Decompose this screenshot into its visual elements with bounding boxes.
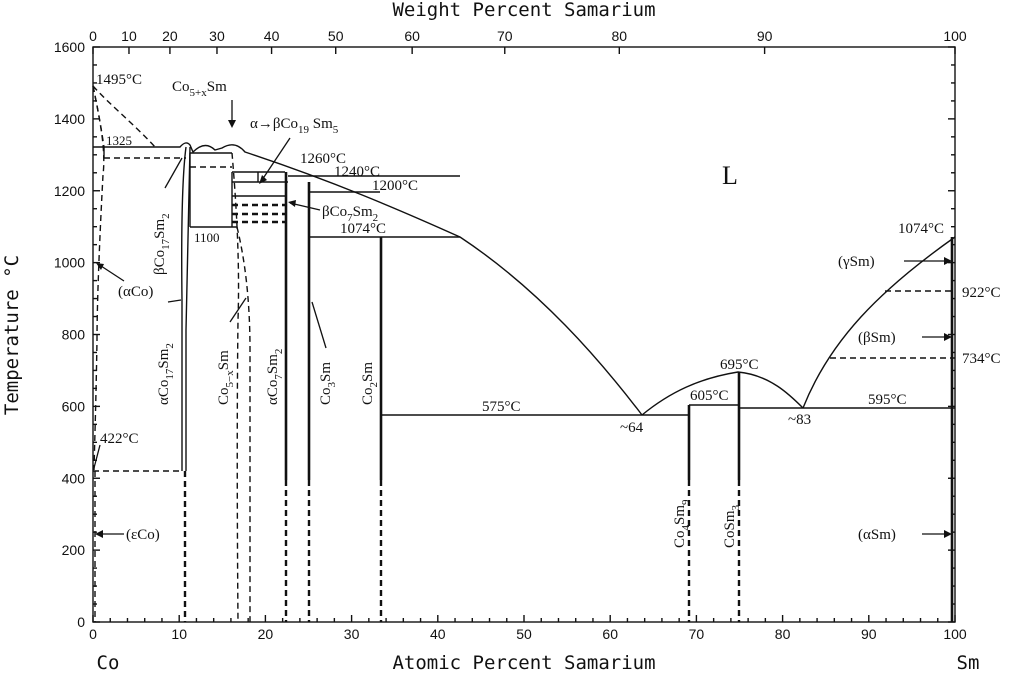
co5xsm-right-dash bbox=[236, 226, 251, 622]
label-co5xsm-top: Co5+xSm bbox=[172, 79, 227, 99]
top-tick-label: 20 bbox=[162, 28, 178, 44]
label-1325: 1325 bbox=[106, 133, 132, 148]
top-tick-label: 80 bbox=[612, 28, 628, 44]
label-co3sm: Co3Sm bbox=[318, 362, 338, 405]
top-tick-label: 70 bbox=[497, 28, 513, 44]
label-co5xsm: Co5−xSm bbox=[216, 350, 236, 405]
label-695: 695°C bbox=[720, 357, 759, 373]
label-cosm3: CoSm3 bbox=[722, 504, 742, 548]
top-tick-label: 40 bbox=[264, 28, 280, 44]
y-tick-label: 0 bbox=[77, 614, 85, 630]
x-tick-label: 70 bbox=[689, 626, 705, 642]
element-co-label: Co bbox=[97, 652, 120, 673]
label-422: 422°C bbox=[100, 431, 139, 447]
y-tick-label: 1400 bbox=[54, 111, 85, 127]
label-beta-sm: (βSm) bbox=[858, 330, 896, 346]
co-solvus-upper bbox=[92, 85, 156, 148]
label-575: 575°C bbox=[482, 399, 521, 415]
label-eutectic-64: ~64 bbox=[620, 420, 644, 436]
plot-frame bbox=[92, 46, 956, 623]
alpha-co17sm2-arrow bbox=[167, 299, 182, 303]
label-1074-left: 1074°C bbox=[340, 221, 386, 237]
co5xsm-arrow-2 bbox=[229, 297, 247, 323]
y-tick-label: 800 bbox=[62, 327, 86, 343]
y-tick-label: 400 bbox=[62, 470, 86, 486]
label-alpha-co17sm2: αCo17Sm2 bbox=[156, 343, 176, 405]
alpha-beta-arrowhead bbox=[259, 175, 267, 184]
y-tick-label: 200 bbox=[62, 542, 86, 558]
top-tick-label: 10 bbox=[121, 28, 137, 44]
x-tick-label: 80 bbox=[775, 626, 791, 642]
beta-sm-arrowhead bbox=[944, 333, 952, 341]
alpha-beta-arrow bbox=[261, 137, 291, 181]
label-734: 734°C bbox=[962, 351, 1001, 367]
alpha-sm-arrowhead bbox=[944, 530, 952, 538]
x-tick-label: 0 bbox=[89, 626, 97, 642]
label-co2sm: Co2Sm bbox=[360, 362, 380, 405]
label-alpha-sm: (αSm) bbox=[858, 527, 896, 543]
label-co4sm9: Co4Sm9 bbox=[672, 499, 692, 548]
y-axis-title: Temperature °C bbox=[1, 255, 23, 415]
label-1200: 1200°C bbox=[372, 178, 418, 194]
co3sm-arrow bbox=[311, 301, 327, 349]
alpha-co-arrowhead bbox=[96, 263, 104, 270]
x-tick-label: 90 bbox=[861, 626, 877, 642]
label-alpha-beta-co19sm5: α→βCo19 Sm5 bbox=[250, 116, 339, 136]
co-solvus-left bbox=[92, 85, 105, 471]
label-1495: 1495°C bbox=[96, 72, 142, 88]
top-axis-title: Weight Percent Samarium bbox=[392, 0, 655, 21]
label-alpha-co: (αCo) bbox=[118, 284, 153, 300]
x-tick-label: 30 bbox=[344, 626, 360, 642]
label-1074-right: 1074°C bbox=[898, 221, 944, 237]
co17sm2-left bbox=[181, 146, 187, 471]
x-tick-label: 40 bbox=[430, 626, 446, 642]
x-axis-ticks: 0 10 20 30 40 50 60 70 80 90 100 bbox=[89, 615, 967, 642]
beta-co7sm2-arrowhead bbox=[288, 200, 296, 207]
label-422-arrow bbox=[93, 444, 101, 469]
co-solvus-inner bbox=[92, 85, 105, 148]
top-tick-label: 90 bbox=[757, 28, 773, 44]
y-tick-label: 600 bbox=[62, 398, 86, 414]
x-tick-label: 10 bbox=[171, 626, 187, 642]
top-tick-label: 100 bbox=[943, 28, 967, 44]
element-sm-label: Sm bbox=[957, 652, 980, 673]
top-tick-label: 30 bbox=[209, 28, 225, 44]
liquidus-co-rich bbox=[93, 142, 643, 416]
top-tick-label: 60 bbox=[404, 28, 420, 44]
label-beta-co7sm2: βCo7Sm2 bbox=[322, 204, 378, 224]
x-tick-label: 20 bbox=[258, 626, 274, 642]
label-alpha-co7sm2: αCo7Sm2 bbox=[265, 349, 285, 405]
co5xsm-left-dash bbox=[231, 152, 240, 623]
co5xsm-arrowhead bbox=[228, 120, 236, 128]
label-1260: 1260°C bbox=[300, 151, 346, 167]
liquidus-sm-rich bbox=[802, 236, 956, 409]
x-tick-label: 50 bbox=[516, 626, 532, 642]
y-axis-ticks: 0 200 400 600 800 1000 1200 1400 1600 bbox=[54, 39, 955, 630]
label-605: 605°C bbox=[690, 388, 729, 404]
label-beta-co17sm2: βCo17Sm2 bbox=[152, 213, 172, 275]
label-1100: 1100 bbox=[194, 230, 220, 245]
top-tick-label: 50 bbox=[328, 28, 344, 44]
liquid-label: L bbox=[722, 161, 738, 190]
beta-co17sm2-arrow bbox=[164, 157, 183, 189]
label-eutectic-83: ~83 bbox=[788, 412, 811, 428]
label-595: 595°C bbox=[868, 392, 907, 408]
label-gamma-sm: (γSm) bbox=[838, 254, 875, 270]
bottom-axis-title: Atomic Percent Samarium bbox=[392, 652, 655, 673]
x-tick-label: 60 bbox=[602, 626, 618, 642]
label-922: 922°C bbox=[962, 285, 1001, 301]
top-axis-ticks: 0 10 20 30 40 50 60 70 80 90 100 bbox=[89, 28, 967, 54]
top-tick-label: 0 bbox=[89, 28, 97, 44]
eps-co-arrowhead bbox=[95, 530, 103, 538]
label-1240: 1240°C bbox=[334, 164, 380, 180]
y-tick-label: 1000 bbox=[54, 255, 85, 271]
x-tick-label: 100 bbox=[943, 626, 967, 642]
gamma-sm-arrowhead bbox=[944, 257, 952, 265]
label-eps-co: (εCo) bbox=[126, 527, 160, 543]
y-tick-label: 1600 bbox=[54, 39, 85, 55]
y-tick-label: 1200 bbox=[54, 183, 85, 199]
